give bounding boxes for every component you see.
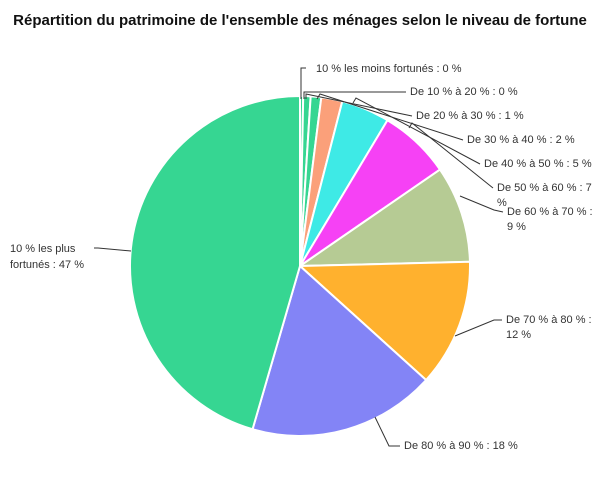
pie-slice-9 [129,94,301,431]
slice-label-8: De 80 % à 90 % : 18 % [404,440,518,452]
slice-label-5: De 50 % à 60 % : 7% [497,182,592,209]
pie-slice-8 [251,264,428,437]
slice-label-1: De 10 % à 20 % : 0 % [410,86,518,98]
slice-label-0: 10 % les moins fortunés : 0 % [316,63,462,75]
pie-slices [129,94,471,437]
leader-line-7 [454,319,502,337]
pie-slice-6 [296,168,471,268]
leader-line-8 [374,416,400,447]
leader-line-4 [352,97,481,165]
slice-label-4: De 40 % à 50 % : 5 % [484,158,592,170]
pie-slice-7 [297,260,471,382]
leader-line-3 [316,93,464,141]
leader-line-9 [94,247,132,252]
slice-label-6: De 60 % à 70 % :9 % [507,206,593,233]
leader-line-6 [459,195,504,213]
leader-line-0 [300,67,306,99]
chart-title: Répartition du patrimoine de l'ensemble … [13,12,587,29]
slice-label-3: De 30 % à 40 % : 2 % [467,134,575,146]
leader-line-1 [303,91,406,99]
leader-line-5 [408,122,494,189]
slice-label-9: 10 % les plus fortunés : 47 % [10,243,84,271]
pie-labels: 10 % les moins fortunés : 0 % De 10 % à 2… [10,63,593,452]
slice-label-2: De 20 % à 30 % : 1 % [416,110,524,122]
slice-label-7: De 70 % à 80 % :12 % [506,314,592,341]
